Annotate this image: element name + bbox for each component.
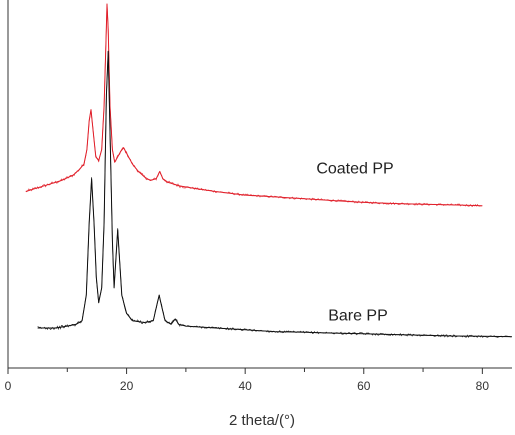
series-noise-coated-pp [25, 3, 482, 207]
x-tick-label: 40 [238, 379, 252, 393]
series-label-coated-pp: Coated PP [316, 160, 393, 177]
x-tick-label: 0 [5, 379, 12, 393]
series-noise-bare-pp [37, 51, 512, 338]
x-tick-label: 60 [357, 379, 371, 393]
series-label-bare-pp: Bare PP [328, 308, 388, 325]
x-ticks: 0 20 40 60 80 [5, 368, 490, 393]
series-layer [25, 3, 513, 338]
plot-area: 0 20 40 60 80 Coated PP Bare PP 2 theta/(°) [5, 0, 513, 429]
x-tick-label: 20 [120, 379, 134, 393]
series-line-bare-pp [37, 50, 513, 338]
annotation-layer: Coated PP Bare PP [316, 160, 393, 324]
series-line-coated-pp [25, 3, 483, 207]
x-axis-title: 2 theta/(°) [229, 412, 295, 429]
x-tick-label: 80 [476, 379, 490, 393]
